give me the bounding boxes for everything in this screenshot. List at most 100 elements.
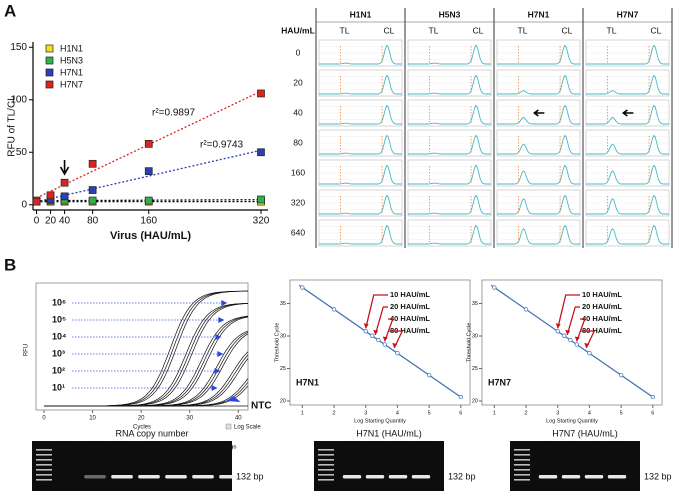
label: 20 <box>45 216 57 227</box>
mini-curve <box>319 104 402 125</box>
mini-curve <box>408 164 491 185</box>
data-point <box>257 89 265 98</box>
mini-curve <box>319 74 402 95</box>
ladder-band <box>36 464 52 466</box>
arrowhead <box>382 336 388 342</box>
label: RNA copy number <box>115 428 188 438</box>
plot-frame <box>289 279 471 406</box>
label: 30 <box>472 333 478 339</box>
label: 132 bp <box>644 471 672 481</box>
label: HAU/mL <box>281 25 315 35</box>
std-point <box>395 351 400 356</box>
label: 80 HAU/mL <box>582 326 622 335</box>
mini-curve <box>586 164 669 185</box>
mini-curve <box>586 134 669 155</box>
ladder-band <box>318 469 334 471</box>
label: 160 <box>291 167 305 177</box>
callout-arrow <box>374 306 388 336</box>
label: 132 bp <box>236 471 264 481</box>
arrowhead <box>555 323 561 329</box>
std-point <box>555 329 560 334</box>
ladder-band <box>514 474 530 476</box>
callout-arrow <box>388 330 404 349</box>
plot-frame <box>35 282 249 411</box>
label: 0 <box>34 216 40 227</box>
arrowhead <box>218 317 225 323</box>
legend-marker <box>45 44 54 53</box>
std-point <box>523 307 529 312</box>
label: Threshold Cycle <box>466 323 472 363</box>
band <box>388 475 408 479</box>
label: 40 HAU/mL <box>582 314 622 323</box>
label: H7N7 (HAU/mL) <box>552 428 618 438</box>
std-point <box>426 372 432 378</box>
fit-line <box>36 149 262 203</box>
label: 10⁶ <box>52 297 66 307</box>
ladder-band <box>514 459 530 461</box>
mini-curve <box>586 194 669 215</box>
ladder-band <box>514 464 530 466</box>
label: 4 <box>396 410 399 416</box>
label: 40 <box>235 416 242 422</box>
mini-curve <box>408 194 491 215</box>
band <box>138 475 160 479</box>
label: 0 <box>21 199 27 210</box>
label: 160 <box>140 216 157 227</box>
label: 80 <box>612 442 622 452</box>
std-point <box>587 351 592 356</box>
mini-curve <box>319 164 402 185</box>
data-point <box>144 167 153 175</box>
label: 40 <box>393 442 403 452</box>
gel <box>510 441 640 491</box>
mini-curve <box>497 74 580 95</box>
ladder-band <box>514 449 530 451</box>
data-point <box>257 195 265 204</box>
label: 3 <box>556 410 559 416</box>
legend-marker <box>45 80 54 89</box>
gel <box>32 441 232 491</box>
callout-arrow <box>580 330 596 349</box>
label: CL <box>562 25 573 35</box>
label: 10³ <box>142 442 155 452</box>
legend-marker <box>45 56 54 65</box>
label: 80 HAU/mL <box>390 326 430 335</box>
arrowhead <box>363 323 369 329</box>
arrowhead <box>215 334 222 340</box>
mini-curve <box>497 194 580 215</box>
label: 10⁴ <box>169 442 183 452</box>
label: 100 <box>10 94 27 105</box>
arrowhead <box>565 329 571 335</box>
arrowhead <box>214 368 221 374</box>
std-point <box>650 394 655 400</box>
label: 1 <box>301 410 304 416</box>
label: H7N1 <box>528 9 550 19</box>
label: CL <box>473 25 484 35</box>
ladder-band <box>318 474 334 476</box>
arrowhead <box>217 351 224 357</box>
label: H5N3 <box>439 9 461 19</box>
label: 132 bp <box>448 471 476 481</box>
ladder-band <box>36 479 52 481</box>
label: NTC <box>251 401 272 412</box>
label: RFU of TL/CL <box>7 95 18 157</box>
ladder-band <box>36 474 52 476</box>
arrowhead <box>373 329 379 335</box>
arrow <box>622 109 634 117</box>
std-point <box>376 337 381 343</box>
std-point <box>561 333 567 338</box>
label: Log Starting Quantity <box>546 418 598 424</box>
mini-curve <box>319 44 402 65</box>
label: 20 <box>566 442 576 452</box>
label: 10 HAU/mL <box>390 290 430 299</box>
data-point <box>32 197 41 206</box>
label: 2 <box>525 410 528 416</box>
band <box>84 475 106 479</box>
label: 320 <box>253 216 270 227</box>
label: 10 <box>347 442 357 452</box>
label: H7N1 <box>296 377 319 387</box>
mini-curve <box>586 74 669 95</box>
mini-curve <box>586 44 669 65</box>
std-point <box>363 329 368 334</box>
label: 10⁵ <box>196 442 210 452</box>
label: H7N1 (HAU/mL) <box>356 428 422 438</box>
